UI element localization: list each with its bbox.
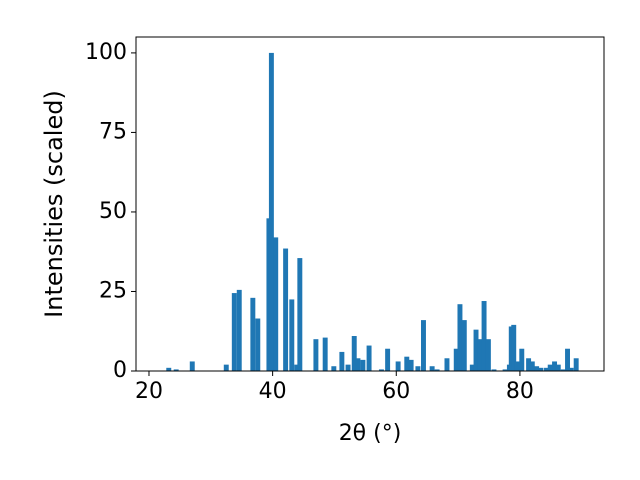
bar	[355, 358, 361, 371]
y-tick-label: 75	[99, 119, 127, 144]
bar	[313, 339, 319, 371]
bar	[547, 364, 553, 371]
bar	[461, 320, 467, 371]
bar	[434, 369, 440, 371]
bar	[555, 364, 561, 371]
bar	[339, 351, 345, 371]
bar	[485, 339, 491, 371]
x-axis-label: 2θ (°)	[339, 421, 402, 446]
y-axis-label: Intensities (scaled)	[40, 90, 68, 318]
bar	[360, 359, 366, 371]
bar	[173, 369, 179, 371]
bar	[568, 367, 574, 371]
y-tick-label: 100	[85, 40, 127, 65]
plot-frame	[135, 36, 605, 372]
bar	[421, 320, 426, 371]
bar	[236, 289, 242, 371]
bar	[345, 364, 351, 371]
bar	[166, 367, 172, 371]
bar	[573, 358, 579, 371]
bar	[189, 361, 195, 371]
bar	[404, 356, 410, 371]
bar	[519, 348, 525, 371]
bar	[565, 348, 570, 371]
bar	[294, 364, 300, 371]
bar	[453, 348, 459, 371]
bar	[250, 297, 256, 371]
bar	[297, 258, 303, 371]
bar	[481, 301, 487, 371]
bar	[444, 358, 450, 371]
bar	[560, 369, 566, 371]
bar	[473, 329, 479, 371]
bar	[322, 337, 328, 371]
bar	[526, 358, 532, 371]
bar	[544, 367, 549, 371]
x-tick-label: 60	[382, 379, 410, 404]
bar	[429, 366, 435, 371]
bar	[491, 369, 497, 371]
bar	[502, 369, 508, 371]
bar	[415, 366, 421, 371]
bar	[395, 361, 401, 371]
bar	[511, 324, 517, 371]
bar	[534, 366, 540, 371]
y-tick-label: 0	[113, 358, 127, 383]
bar	[469, 364, 475, 371]
bar	[385, 348, 391, 371]
bar	[268, 52, 274, 372]
bar	[366, 345, 372, 371]
bar	[273, 237, 279, 371]
bar	[231, 293, 237, 371]
y-tick-label: 50	[99, 199, 127, 224]
bar	[529, 361, 535, 371]
x-tick-label: 20	[135, 379, 163, 404]
x-tick-label: 40	[259, 379, 287, 404]
y-tick-label: 25	[99, 278, 127, 303]
bar	[255, 318, 261, 371]
bar	[331, 366, 337, 371]
bar	[514, 361, 520, 371]
bar	[538, 367, 544, 371]
x-tick-label: 80	[506, 379, 534, 404]
bar	[378, 369, 384, 371]
bar	[408, 359, 414, 371]
bar	[552, 361, 558, 371]
bar	[289, 299, 295, 371]
bar	[283, 248, 289, 371]
bar	[223, 364, 229, 371]
bar	[477, 339, 483, 371]
bar	[351, 336, 357, 371]
bar	[457, 304, 463, 371]
